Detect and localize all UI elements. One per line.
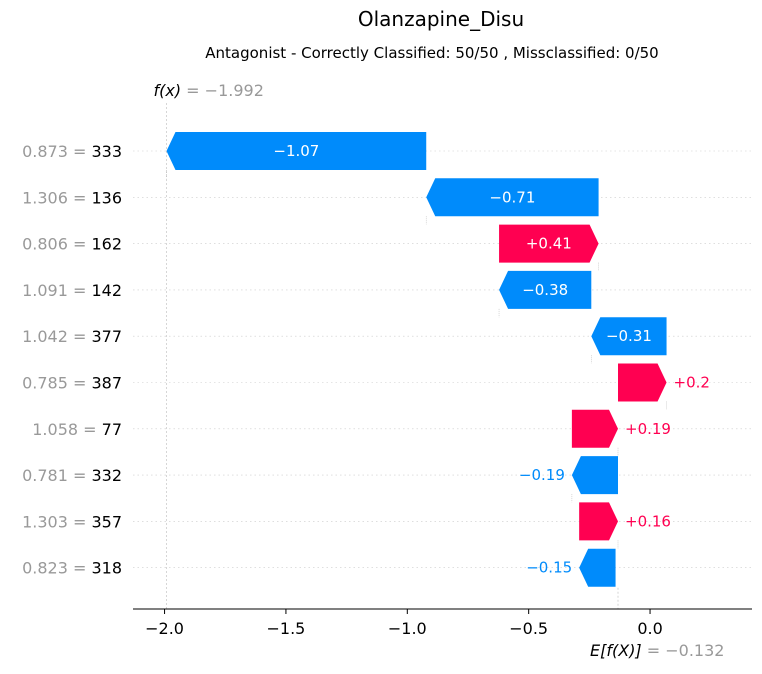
y-label-feature-136: 1.306 = 136 [22,188,122,207]
feature-value: 1.303 = [22,512,91,531]
feature-value: 1.091 = [22,280,91,299]
feature-name: 162 [91,234,122,253]
bar-value-label: −0.71 [489,188,535,206]
bar-377 [591,317,667,356]
bar-value-label: −0.31 [606,327,652,345]
x-axis: −2.0 −1.5 −1.0 −0.5 0.0 [133,608,752,638]
x-tick-label: −0.5 [509,619,548,638]
y-label-feature-333: 0.873 = 333 [22,142,122,161]
y-label-feature-377: 1.042 = 377 [22,327,122,346]
y-label-feature-387: 0.785 = 387 [22,373,122,392]
x-tick-label: −1.0 [388,619,427,638]
y-label-feature-357: 1.303 = 357 [22,512,122,531]
feature-name: 142 [91,280,122,299]
feature-name: 387 [91,373,122,392]
chart-title: Olanzapine_Disu [358,7,524,31]
bar-value-label: +0.16 [625,512,671,530]
bar-318 [579,548,616,587]
expected-value-label: E[f(X)] = −0.132 [590,641,724,660]
feature-name: 357 [91,512,122,531]
y-label-feature-332: 0.781 = 332 [22,466,122,485]
feature-name: 333 [91,142,122,161]
bar-142 [499,270,592,309]
bar-387 [618,363,667,402]
bar-value-label: −1.07 [273,142,319,160]
feature-name: 377 [91,327,122,346]
bar-value-label: −0.38 [522,281,568,299]
feature-name: 332 [91,466,122,485]
fx-annotation: f(x) = −1.992 [153,81,263,100]
feature-value: 0.785 = [22,373,91,392]
feature-value: 0.823 = [22,558,91,577]
fx-symbol: f(x) [153,81,181,100]
bar-value-label: −0.19 [519,466,565,484]
y-label-feature-77: 1.058 = 77 [32,419,122,438]
chart-subtitle: Antagonist - Correctly Classified: 50/50… [205,44,658,62]
bar-333 [166,132,427,170]
bar-77 [571,409,619,448]
x-tick-label: 0.0 [637,619,662,638]
feature-value: 0.873 = [22,142,91,161]
reference-lines [166,103,619,609]
feature-name: 136 [91,188,122,207]
bar-357 [579,502,619,541]
bar-136 [426,178,599,217]
bar-value-label: +0.41 [526,235,572,253]
feature-value: 1.058 = [32,419,101,438]
bar-332 [571,456,619,495]
feature-value: 1.042 = [22,327,91,346]
feature-name: 318 [91,558,122,577]
ex-symbol: E[f(X)] [590,641,642,660]
feature-value: 1.306 = [22,188,91,207]
bar-value-label: −0.15 [526,559,572,577]
expected-value-annotation: E[f(X)] = −0.132 [590,641,724,660]
x-tick-label: −1.5 [266,619,305,638]
y-label-feature-142: 1.091 = 142 [22,280,122,299]
fx-label: f(x) = −1.992 [153,81,263,100]
bar-value-label: +0.2 [674,374,710,392]
feature-name: 77 [102,419,122,438]
x-tick-label: −2.0 [145,619,184,638]
y-label-feature-318: 0.823 = 318 [22,558,122,577]
y-labels-layer: 0.873 = 333 1.306 = 136 0.806 = 162 1.091 =… [22,142,122,578]
feature-value: 0.806 = [22,234,91,253]
bar-162 [499,224,599,263]
ex-value: = −0.132 [642,641,725,660]
fx-value: = −1.992 [181,81,264,100]
bars-layer: −1.07 −0.71 +0.41 −0.38 −0.31 +0.2 +0.19 −0.19 +… [166,132,710,587]
feature-value: 0.781 = [22,466,91,485]
bar-value-label: +0.19 [625,420,671,438]
y-label-feature-162: 0.806 = 162 [22,234,122,253]
